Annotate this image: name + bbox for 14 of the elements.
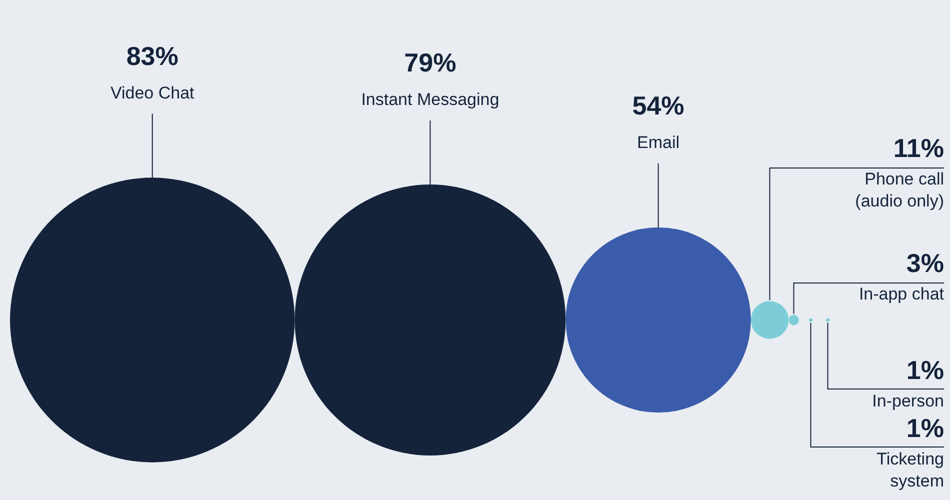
data-label: 1% (906, 413, 944, 444)
data-label: 3% (906, 248, 944, 278)
data-label: 11% (893, 133, 944, 164)
data-label: 83% (126, 40, 178, 71)
category-label: In-app chat (858, 284, 944, 304)
category-label: Video Chat (110, 83, 195, 102)
category-label: In-person (872, 392, 944, 411)
category-label: Phone call (audio only) (855, 170, 944, 211)
data-label: 1% (906, 355, 944, 386)
category-label: Ticketing system (876, 450, 944, 491)
data-label: 79% (404, 48, 456, 78)
category-label: Instant Messaging (361, 90, 500, 110)
data-label: 54% (632, 90, 684, 121)
category-label: Email (637, 133, 680, 152)
